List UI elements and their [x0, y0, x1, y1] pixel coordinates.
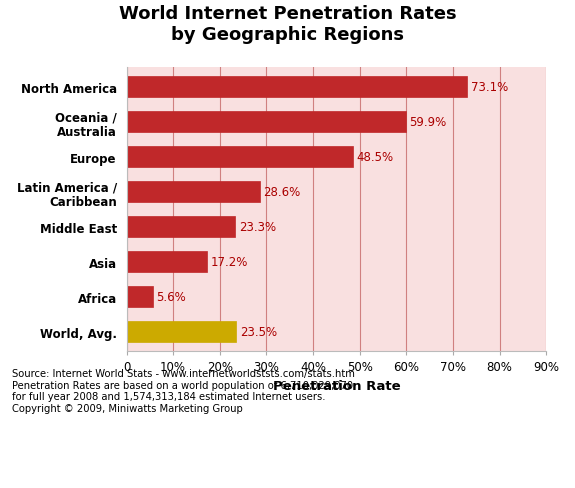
Text: Source: Internet World Stats - www.internetworldststs.com/stats.htm
Penetration : Source: Internet World Stats - www.inter…: [12, 368, 354, 413]
Text: 28.6%: 28.6%: [263, 186, 301, 199]
X-axis label: Penetration Rate: Penetration Rate: [273, 379, 400, 392]
Text: 48.5%: 48.5%: [356, 151, 393, 164]
Bar: [126, 217, 235, 238]
Text: 17.2%: 17.2%: [210, 256, 248, 269]
Bar: [126, 287, 152, 307]
Bar: [126, 252, 207, 273]
Text: 23.5%: 23.5%: [240, 325, 277, 339]
Text: 5.6%: 5.6%: [156, 291, 186, 304]
Bar: [126, 77, 467, 98]
Text: World Internet Penetration Rates
by Geographic Regions: World Internet Penetration Rates by Geog…: [118, 5, 457, 44]
Text: 59.9%: 59.9%: [409, 116, 447, 129]
Bar: [126, 322, 236, 343]
Text: 73.1%: 73.1%: [471, 81, 508, 94]
Bar: [126, 112, 406, 133]
Bar: [126, 147, 352, 168]
Bar: [126, 182, 260, 203]
Text: 23.3%: 23.3%: [239, 221, 276, 234]
